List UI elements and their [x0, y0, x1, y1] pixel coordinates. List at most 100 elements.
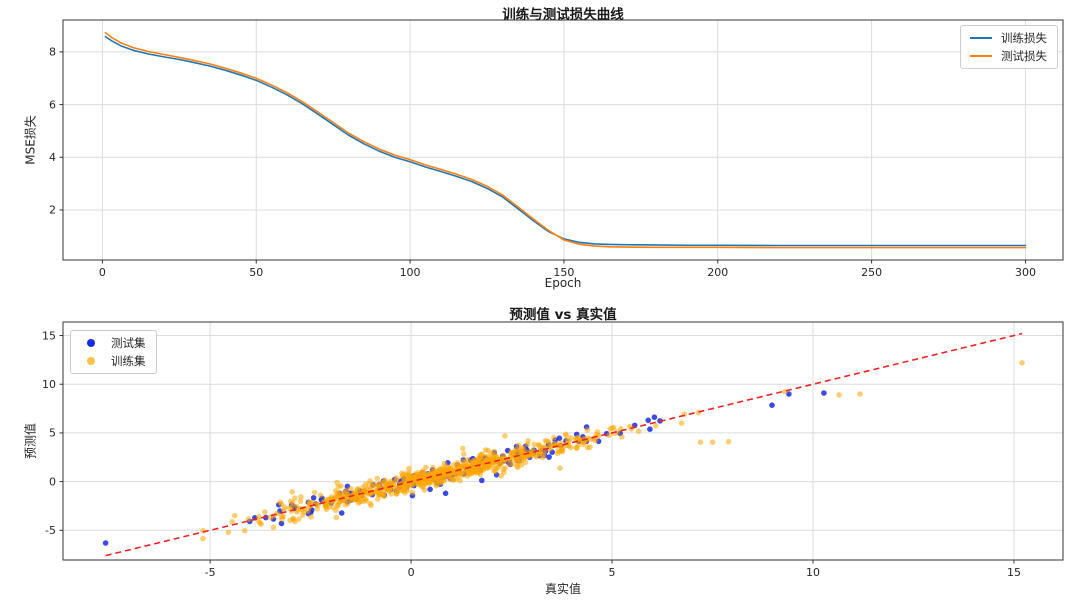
scatter-point: [330, 504, 337, 511]
scatter-point: [557, 465, 563, 472]
scatter-point: [262, 509, 268, 515]
scatter-point: [821, 390, 827, 396]
loss-curve: [104, 35, 1027, 247]
legend-item-test-set: 测试集: [80, 336, 146, 350]
scatter-point: [102, 540, 109, 546]
scatter-point: [495, 463, 502, 470]
scatter-point: [365, 491, 372, 497]
loss-plot-title: 训练与测试损失曲线: [502, 7, 624, 23]
scatter-point: [510, 449, 517, 456]
identity-reference-line: [105, 332, 1023, 557]
scatter-point: [539, 454, 546, 461]
scatter-point: [317, 492, 324, 499]
x-tick-label: -5: [205, 566, 216, 579]
y-tick-label: 2: [49, 204, 56, 217]
scatter-point: [857, 391, 863, 397]
scatter-point: [502, 465, 509, 471]
scatter-point: [456, 474, 462, 480]
train-set-legend-label: 训练集: [111, 354, 146, 368]
scatter-point: [606, 432, 612, 439]
legend-item-test-loss: 测试损失: [970, 49, 1047, 63]
scatter-point: [341, 489, 347, 496]
scatter-point: [564, 437, 571, 444]
scatter-point: [490, 452, 497, 459]
scatter-point: [394, 490, 400, 497]
scatter-point: [725, 438, 732, 445]
scatter-point: [499, 459, 506, 466]
scatter-point: [697, 439, 704, 446]
scatter-point: [619, 434, 625, 440]
scatter-point: [292, 495, 298, 501]
scatter-point: [525, 438, 531, 444]
y-tick-label: 6: [49, 98, 56, 111]
scatter-point: [460, 445, 466, 452]
scatter-point: [338, 483, 344, 489]
scatter-point: [460, 458, 466, 465]
scatter-point: [573, 444, 580, 451]
scatter-point: [502, 433, 508, 439]
scatter-point: [542, 438, 549, 444]
x-tick-label: 0: [408, 566, 415, 579]
scatter-point: [297, 498, 304, 505]
scatter-point: [381, 485, 387, 492]
scatter-point: [310, 495, 317, 501]
scatter-point: [518, 457, 524, 464]
scatter-point: [231, 512, 238, 519]
scatter-legend: 测试集 训练集: [70, 330, 157, 374]
scatter-point: [376, 491, 383, 498]
scatter-point: [374, 475, 381, 482]
scatter-point: [241, 527, 248, 534]
scatter-point: [584, 444, 591, 451]
scatter-point: [258, 521, 264, 527]
scatter-point: [333, 514, 340, 521]
scatter-point: [409, 489, 416, 496]
scatter-point: [305, 508, 311, 514]
scatter-point: [332, 488, 339, 494]
scatter-point: [406, 465, 412, 472]
scatter-point: [289, 489, 296, 495]
scatter-point: [594, 429, 601, 435]
scatter-point: [277, 499, 284, 506]
scatter-point: [450, 477, 457, 483]
scatter-point: [786, 391, 792, 397]
scatter-point: [471, 465, 477, 472]
scatter-point: [461, 451, 467, 457]
scatter-point: [769, 402, 775, 409]
scatter-point: [399, 470, 405, 476]
scatter-point: [278, 520, 285, 527]
legend-item-train-set: 训练集: [80, 354, 146, 368]
scatter-point: [651, 414, 658, 421]
x-tick-label: 5: [609, 566, 616, 579]
scatter-series: [200, 360, 1025, 542]
scatter-point: [280, 513, 287, 520]
scatter-point: [554, 450, 561, 457]
scatter-point: [695, 409, 702, 416]
scatter-point: [836, 392, 842, 398]
x-tick-label: 150: [553, 266, 574, 279]
scatter-point: [367, 500, 374, 507]
scatter-point: [647, 426, 653, 433]
scatter-x-axis-label: 真实值: [544, 582, 581, 596]
scatter-point: [308, 514, 314, 520]
scatter-point: [546, 454, 552, 460]
x-tick-label: 15: [1007, 566, 1021, 579]
test-set-dot-swatch: [87, 339, 95, 347]
scatter-point: [645, 417, 651, 424]
scatter-point: [568, 444, 574, 451]
scatter-point: [551, 434, 557, 441]
scatter-point: [362, 481, 369, 488]
scatter-point: [290, 516, 297, 523]
scatter-point: [427, 486, 433, 493]
x-tick-label: 10: [806, 566, 820, 579]
scatter-point: [229, 519, 235, 525]
scatter-point: [531, 441, 538, 448]
scatter-point: [522, 459, 529, 466]
scatter-point: [433, 482, 440, 489]
scatter-point: [475, 465, 482, 471]
axes-spines: [62, 19, 1064, 261]
x-tick-label: 0: [99, 266, 106, 279]
scatter-point: [507, 461, 513, 467]
scatter-point: [300, 509, 307, 515]
